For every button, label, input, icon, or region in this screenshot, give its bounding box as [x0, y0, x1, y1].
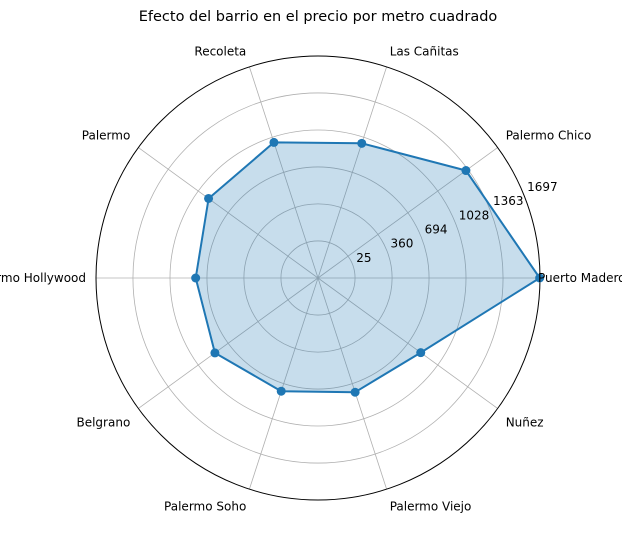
category-label: Palermo Soho: [164, 500, 246, 514]
grid-layer: [95, 55, 541, 501]
category-label: Palermo Hollywood: [0, 271, 86, 285]
radial-tick-label: 1697: [527, 180, 558, 194]
radial-gridline: [206, 166, 430, 390]
category-label: Palermo Viejo: [390, 500, 472, 514]
data-point: [357, 138, 367, 148]
data-point: [210, 348, 220, 358]
category-label: Palermo Chico: [506, 129, 592, 143]
radial-tick-label: 1363: [493, 194, 524, 208]
data-point: [204, 193, 214, 203]
category-label: Recoleta: [194, 44, 246, 58]
radial-tick-label: 1028: [459, 208, 490, 222]
category-label: Las Cañitas: [390, 44, 459, 58]
category-label: Palermo: [82, 129, 131, 143]
chart-title: Efecto del barrio en el precio por metro…: [139, 9, 498, 25]
radial-tick-label: 25: [356, 251, 371, 265]
data-layer: [191, 137, 545, 397]
data-point: [350, 387, 360, 397]
radial-gridline: [280, 240, 356, 316]
series-area: [195, 142, 540, 393]
data-point: [191, 273, 201, 283]
data-point: [269, 137, 279, 147]
data-point: [416, 348, 426, 358]
data-point: [535, 273, 545, 283]
category-label: Puerto Madero: [538, 271, 622, 285]
radial-gridline: [243, 203, 393, 353]
category-label: Belgrano: [76, 415, 130, 429]
radial-gridline: [132, 92, 504, 464]
data-point: [276, 386, 286, 396]
radial-gridline: [169, 129, 467, 427]
radial-tick-label: 360: [390, 237, 413, 251]
category-label: Nuñez: [506, 415, 544, 429]
radial-tick-label: 694: [425, 223, 448, 237]
data-point: [461, 166, 471, 176]
